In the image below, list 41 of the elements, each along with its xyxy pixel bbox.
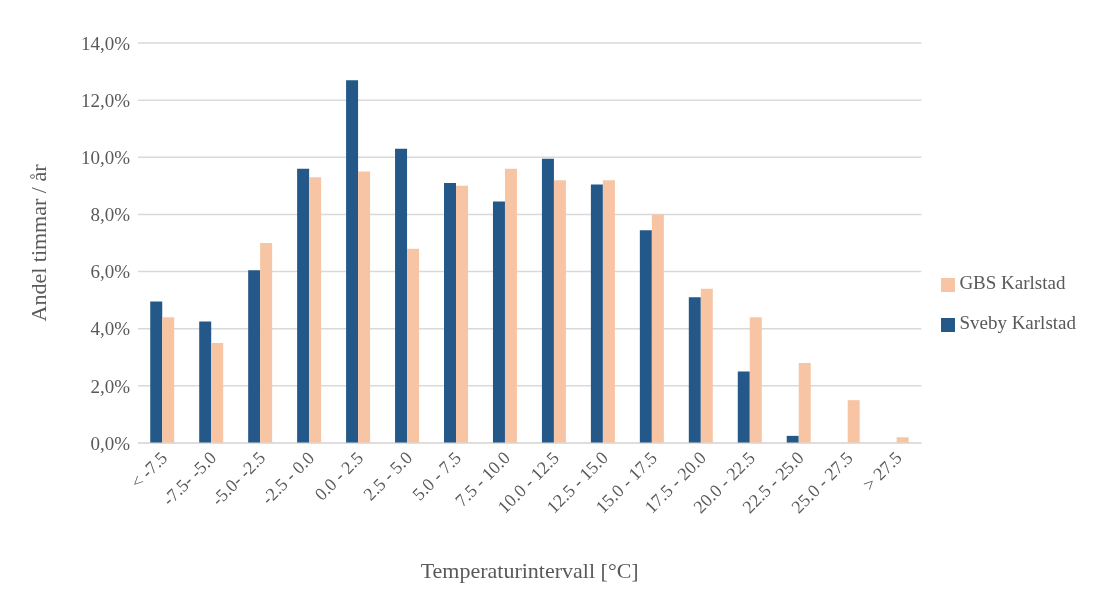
bar	[847, 400, 860, 443]
legend-label: GBS Karlstad	[959, 272, 1066, 293]
bar	[346, 80, 359, 443]
bar	[492, 201, 505, 443]
bar	[260, 243, 273, 443]
y-tick-label: 14,0%	[80, 32, 131, 54]
bar	[688, 297, 701, 443]
bar	[248, 270, 261, 443]
bar	[639, 230, 652, 443]
bar	[737, 371, 750, 443]
bar	[162, 317, 175, 443]
bar	[798, 363, 811, 443]
y-tick-label: 10,0%	[80, 147, 131, 169]
y-tick-label: 2,0%	[90, 375, 131, 397]
legend-label: Sveby Karlstad	[959, 312, 1076, 333]
bar	[749, 317, 762, 443]
x-tick-label: > 27.5	[858, 447, 906, 495]
bar	[199, 321, 212, 443]
x-axis-title: Temperaturintervall [°C]	[420, 558, 639, 583]
y-tick-label: 4,0%	[90, 318, 131, 340]
bar	[297, 168, 310, 443]
y-tick-label: 6,0%	[90, 261, 131, 283]
bar	[541, 158, 554, 443]
bar	[553, 180, 566, 443]
y-axis-title: Andel timmar / år	[25, 163, 51, 322]
bar	[358, 171, 371, 443]
bar	[211, 343, 224, 443]
bar	[651, 214, 664, 443]
bar	[150, 301, 163, 443]
y-tick-label: 12,0%	[80, 89, 131, 111]
y-tick-label: 0,0%	[90, 432, 131, 454]
bar	[602, 180, 615, 443]
bar	[395, 148, 408, 443]
bar	[407, 248, 420, 443]
bar	[590, 184, 603, 443]
bar	[444, 183, 457, 443]
y-tick-label: 8,0%	[90, 204, 131, 226]
bar	[309, 177, 322, 443]
bar	[700, 288, 713, 443]
bar	[456, 185, 469, 443]
bar	[504, 168, 517, 443]
